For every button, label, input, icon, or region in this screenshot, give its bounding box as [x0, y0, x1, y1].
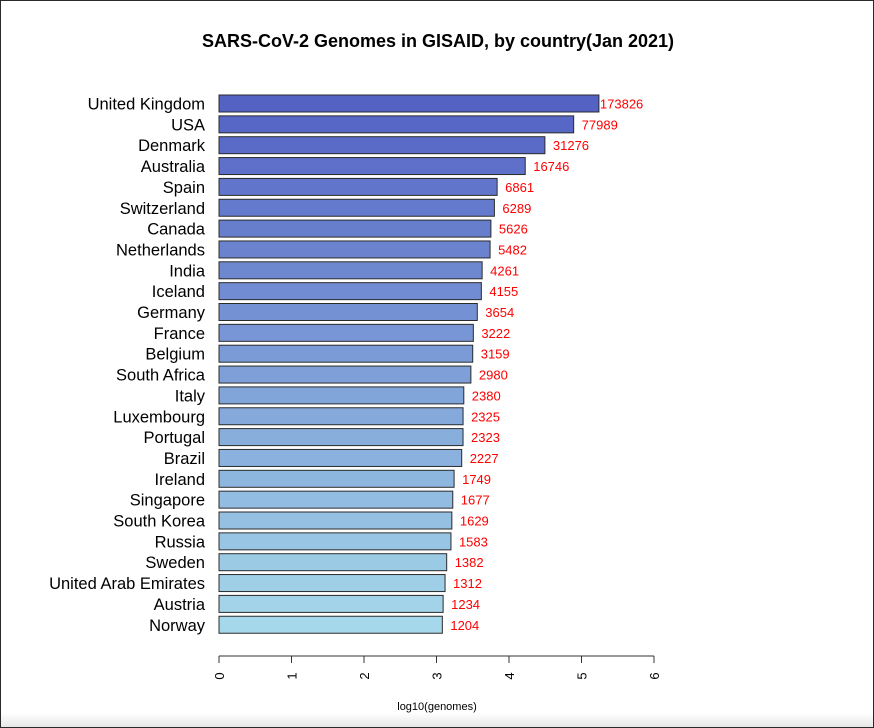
category-label-portugal: Portugal — [144, 429, 205, 447]
bar-australia — [218, 157, 526, 176]
category-label-norway: Norway — [149, 617, 206, 635]
value-label-united-arab-emirates: 1312 — [453, 576, 482, 591]
x-tick-label-6: 6 — [647, 672, 662, 679]
category-label-brazil: Brazil — [164, 450, 205, 468]
category-label-united-kingdom: United Kingdom — [88, 96, 205, 114]
x-tick-label-2: 2 — [357, 672, 372, 679]
category-label-singapore: Singapore — [130, 492, 205, 510]
bar-switzerland — [218, 198, 495, 217]
value-label-sweden: 1382 — [455, 555, 484, 570]
value-label-switzerland: 6289 — [502, 201, 531, 216]
category-label-usa: USA — [171, 116, 205, 134]
value-label-brazil: 2227 — [470, 451, 499, 466]
category-label-belgium: Belgium — [145, 346, 205, 364]
category-label-south-africa: South Africa — [116, 367, 206, 385]
category-label-netherlands: Netherlands — [116, 241, 205, 259]
x-tick-label-5: 5 — [575, 672, 590, 679]
category-label-germany: Germany — [137, 304, 206, 322]
x-tick-label-4: 4 — [502, 672, 517, 679]
category-label-austria: Austria — [154, 596, 206, 614]
category-label-australia: Australia — [141, 158, 206, 176]
bar-united-arab-emirates — [218, 574, 446, 593]
bar-united-kingdom — [218, 94, 600, 113]
bar-denmark — [218, 136, 546, 155]
x-axis-title: log10(genomes) — [397, 701, 477, 713]
value-label-iceland: 4155 — [489, 284, 518, 299]
bar-france — [218, 323, 474, 342]
bar-italy — [218, 386, 465, 405]
bar-luxembourg — [218, 407, 464, 426]
bar-south-korea — [218, 511, 453, 530]
x-tick-label-3: 3 — [430, 672, 445, 679]
x-tick-label-0: 0 — [212, 672, 227, 679]
value-label-france: 3222 — [481, 326, 510, 341]
category-label-india: India — [169, 262, 206, 280]
value-label-australia: 16746 — [533, 159, 569, 174]
category-label-france: France — [154, 325, 205, 343]
category-label-south-korea: South Korea — [113, 513, 206, 531]
bar-norway — [218, 615, 443, 634]
value-label-south-africa: 2980 — [479, 368, 508, 383]
value-label-germany: 3654 — [485, 305, 514, 320]
bottom-shadow — [1, 713, 873, 727]
category-label-luxembourg: Luxembourg — [113, 408, 205, 426]
category-label-canada: Canada — [147, 221, 206, 239]
x-tick-label-1: 1 — [285, 672, 300, 679]
bar-spain — [218, 177, 498, 196]
value-label-portugal: 2323 — [471, 430, 500, 445]
value-label-italy: 2380 — [472, 388, 501, 403]
value-label-austria: 1234 — [451, 597, 480, 612]
bar-belgium — [218, 344, 474, 363]
category-label-sweden: Sweden — [145, 554, 205, 572]
bar-singapore — [218, 490, 454, 509]
value-label-india: 4261 — [490, 263, 519, 278]
category-label-denmark: Denmark — [138, 137, 206, 155]
value-label-belgium: 3159 — [481, 347, 510, 362]
category-label-italy: Italy — [175, 387, 206, 405]
category-label-iceland: Iceland — [152, 283, 205, 301]
bar-ireland — [218, 469, 455, 488]
value-label-denmark: 31276 — [553, 138, 589, 153]
bar-iceland — [218, 282, 482, 301]
value-label-russia: 1583 — [459, 534, 488, 549]
bar-portugal — [218, 428, 464, 447]
category-label-united-arab-emirates: United Arab Emirates — [49, 575, 205, 593]
x-axis: 0 1 2 3 4 5 6 — [212, 655, 662, 680]
bar-usa — [218, 115, 575, 134]
value-label-luxembourg: 2325 — [471, 409, 500, 424]
bar-austria — [218, 594, 444, 613]
value-label-spain: 6861 — [505, 180, 534, 195]
category-label-ireland: Ireland — [155, 471, 205, 489]
chart-title: SARS-CoV-2 Genomes in GISAID, by country… — [202, 31, 674, 51]
bar-canada — [218, 219, 492, 238]
value-label-norway: 1204 — [450, 618, 479, 633]
value-label-netherlands: 5482 — [498, 242, 527, 257]
bar-sweden — [218, 553, 448, 572]
bar-netherlands — [218, 240, 491, 259]
category-label-russia: Russia — [155, 533, 206, 551]
value-label-canada: 5626 — [499, 222, 528, 237]
category-label-spain: Spain — [163, 179, 205, 197]
value-label-usa: 77989 — [582, 117, 618, 132]
bar-india — [218, 261, 483, 280]
value-label-south-korea: 1629 — [460, 514, 489, 529]
bar-russia — [218, 532, 452, 551]
category-label-switzerland: Switzerland — [120, 200, 205, 218]
bars-group: United Kingdom 173826 USA 77989 Denmark 31276… — [49, 94, 643, 635]
bar-brazil — [218, 448, 463, 467]
bar-germany — [218, 303, 478, 321]
value-label-singapore: 1677 — [461, 493, 490, 508]
value-label-united-kingdom: 173826 — [600, 97, 643, 112]
bar-south-africa — [218, 365, 472, 384]
value-label-ireland: 1749 — [462, 472, 491, 487]
